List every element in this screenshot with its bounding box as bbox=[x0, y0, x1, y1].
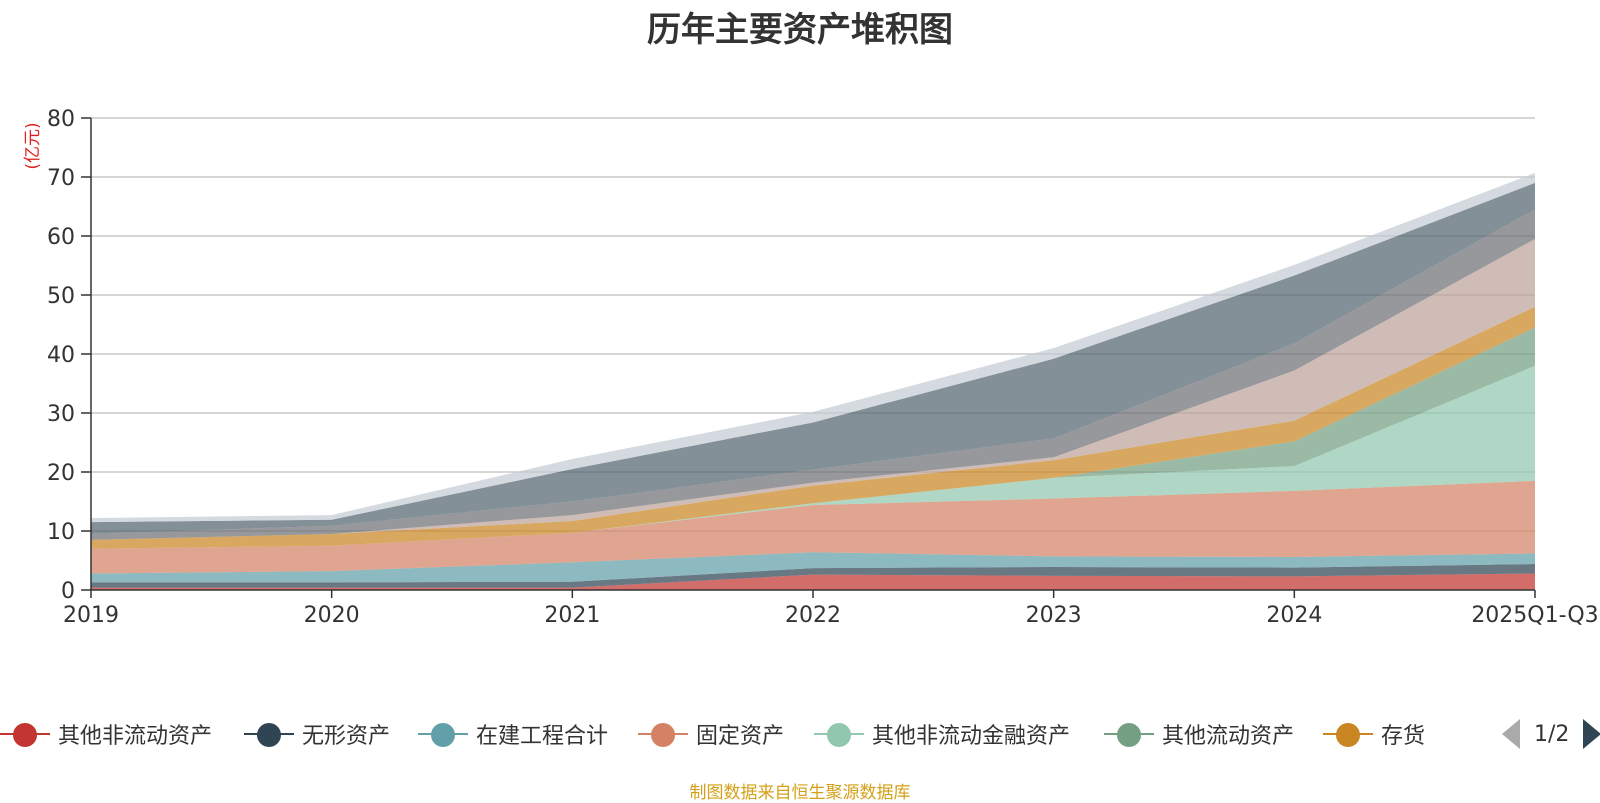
x-tick-label: 2025Q1-Q3 bbox=[1471, 603, 1598, 628]
legend-item[interactable]: 其他非流动金融资产 bbox=[814, 715, 1070, 753]
y-tick-label: 0 bbox=[61, 579, 75, 604]
x-tick-label: 2020 bbox=[304, 603, 360, 628]
legend-pager: 1/2 bbox=[1502, 715, 1600, 753]
area-series-1[interactable] bbox=[91, 564, 1535, 588]
x-tick-label: 2021 bbox=[544, 603, 600, 628]
legend-item[interactable]: 在建工程合计 bbox=[418, 715, 608, 753]
legend-item[interactable]: 无形资产 bbox=[244, 715, 390, 753]
y-tick-label: 60 bbox=[47, 225, 75, 250]
y-tick-label: 30 bbox=[47, 402, 75, 427]
legend-marker-icon bbox=[814, 715, 864, 753]
legend-item[interactable]: 其他流动资产 bbox=[1104, 715, 1294, 753]
legend-marker-icon bbox=[638, 715, 688, 753]
y-axis-label: (亿元) bbox=[23, 122, 43, 169]
legend-label: 其他非流动金融资产 bbox=[872, 724, 1071, 749]
legend-label: 在建工程合计 bbox=[476, 724, 609, 749]
legend-marker-icon bbox=[1323, 715, 1373, 753]
legend-page-indicator: 1/2 bbox=[1534, 721, 1570, 747]
y-ticks: 0 10 20 30 40 50 60 70 80 bbox=[47, 107, 91, 604]
x-ticks: 2019 2020 2021 2022 2023 2024 2025Q1-Q3 bbox=[63, 590, 1599, 628]
legend-marker-icon bbox=[244, 715, 294, 753]
y-tick-label: 10 bbox=[47, 520, 75, 545]
x-tick-label: 2024 bbox=[1266, 603, 1322, 628]
legend-marker-icon bbox=[0, 715, 50, 753]
legend-next-page-icon[interactable] bbox=[1583, 719, 1600, 749]
y-tick-label: 20 bbox=[47, 461, 75, 486]
area-series-8[interactable] bbox=[91, 209, 1535, 540]
area-series-0[interactable] bbox=[91, 573, 1535, 590]
y-tick-label: 50 bbox=[47, 284, 75, 309]
chart-title: 历年主要资产堆积图 bbox=[647, 10, 953, 50]
area-series-group bbox=[91, 172, 1535, 590]
legend-label: 无形资产 bbox=[302, 724, 391, 749]
area-series-9[interactable] bbox=[91, 182, 1535, 534]
legend-item[interactable]: 其他非流动资产 bbox=[0, 715, 212, 753]
data-source-note: 制图数据来自恒生聚源数据库 bbox=[689, 783, 911, 803]
legend-label: 其他非流动资产 bbox=[58, 724, 213, 749]
x-tick-label: 2019 bbox=[63, 603, 119, 628]
area-series-6[interactable] bbox=[91, 306, 1535, 549]
area-series-3[interactable] bbox=[91, 480, 1535, 574]
area-series-7[interactable] bbox=[91, 238, 1535, 540]
x-tick-label: 2023 bbox=[1026, 603, 1082, 628]
legend-marker-icon bbox=[418, 715, 468, 753]
y-tick-label: 40 bbox=[47, 343, 75, 368]
legend-label: 存货 bbox=[1381, 724, 1426, 749]
y-tick-label: 80 bbox=[47, 107, 75, 132]
legend-label: 固定资产 bbox=[696, 724, 785, 749]
y-tick-label: 70 bbox=[47, 166, 75, 191]
legend-item[interactable]: 固定资产 bbox=[638, 715, 784, 753]
legend-prev-page-icon[interactable] bbox=[1502, 719, 1520, 749]
x-tick-label: 2022 bbox=[785, 603, 841, 628]
area-series-2[interactable] bbox=[91, 552, 1535, 583]
legend-marker-icon bbox=[1104, 715, 1154, 753]
legend: 其他非流动资产 无形资产 在建工程合计 固定资产 其他非流动金融资产 其他流动资产 存货 1… bbox=[0, 715, 1600, 753]
legend-label: 其他流动资产 bbox=[1162, 724, 1295, 749]
legend-item[interactable]: 存货 bbox=[1323, 715, 1425, 753]
